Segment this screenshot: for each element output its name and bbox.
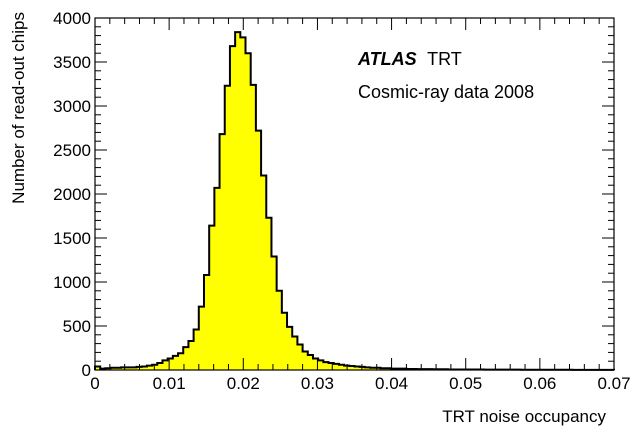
histogram-bin: [229, 46, 236, 370]
histogram-bin: [235, 32, 241, 370]
histogram-bin: [110, 367, 117, 370]
histogram-bin: [359, 366, 366, 370]
histogram-bin: [354, 366, 360, 370]
x-tick-label: 0.02: [227, 374, 260, 393]
x-tick-label: 0.07: [597, 374, 630, 393]
experiment-label: ATLAS: [357, 49, 417, 69]
histogram-bin: [261, 175, 267, 370]
histogram-bin: [375, 367, 381, 370]
histogram-bin: [318, 360, 324, 370]
detector-label: TRT: [427, 49, 462, 69]
y-tick-label: 4000: [53, 9, 91, 28]
y-tick-labels: 0 500 1000 1500 2000 2500 3000 3500 4000: [53, 9, 91, 380]
plot-frame: [94, 17, 615, 371]
y-axis-label: Number of read-out chips: [9, 12, 28, 204]
histogram-bin: [146, 365, 153, 370]
histogram-bin: [152, 364, 158, 370]
x-axis-label: TRT noise occupancy: [442, 407, 606, 426]
axis-ticks: [94, 17, 615, 371]
histogram-bin: [328, 362, 335, 370]
histogram-bin: [338, 364, 345, 370]
histogram-bin: [157, 362, 163, 370]
histogram-bin: [198, 306, 205, 370]
histogram-bin: [281, 312, 288, 370]
histogram-outline: [94, 31, 615, 371]
histogram-bin: [255, 130, 262, 370]
histogram-bin: [240, 37, 246, 371]
histogram-bin: [126, 367, 132, 370]
y-tick-label: 3500: [53, 53, 91, 72]
histogram-bin: [115, 367, 122, 370]
y-tick-label: 3000: [53, 97, 91, 116]
histogram-bin: [162, 360, 168, 370]
annotation-dataset: Cosmic-ray data 2008: [358, 82, 534, 102]
histogram-bin: [183, 347, 189, 370]
y-tick-label: 0: [82, 361, 91, 380]
histogram-bin: [209, 225, 215, 370]
histogram-bin: [271, 256, 277, 370]
histogram-bin: [292, 336, 298, 370]
histogram-bin: [172, 355, 179, 370]
histogram-bin: [95, 366, 101, 370]
histogram-bin: [178, 353, 184, 370]
y-tick-label: 1000: [53, 273, 91, 292]
histogram-bin: [193, 329, 200, 370]
histogram-bars: [95, 32, 615, 371]
histogram-bin: [203, 274, 210, 370]
histogram-bin: [245, 53, 251, 370]
x-tick-label: 0.01: [153, 374, 186, 393]
histogram-bin: [287, 326, 293, 370]
y-tick-label: 2500: [53, 141, 91, 160]
histogram-bin: [312, 358, 319, 370]
x-tick-label: 0.04: [375, 374, 408, 393]
x-tick-label: 0.03: [301, 374, 334, 393]
histogram-bin: [188, 340, 194, 370]
histogram-bin: [370, 367, 376, 370]
histogram-bin: [131, 367, 137, 370]
histogram-bin: [266, 217, 272, 370]
x-tick-label: 0.05: [449, 374, 482, 393]
histogram-bin: [349, 366, 355, 370]
x-tick-label: 0.06: [523, 374, 556, 393]
histogram-bin: [276, 290, 283, 370]
y-tick-label: 2000: [53, 185, 91, 204]
y-tick-label: 1500: [53, 229, 91, 248]
histogram-bin: [214, 187, 220, 370]
histogram-bin: [250, 84, 257, 370]
histogram-bin: [141, 366, 148, 370]
histogram-bin: [167, 358, 174, 370]
y-tick-label: 500: [63, 317, 91, 336]
histogram-bin: [364, 367, 371, 370]
x-tick-labels: 0 0.01 0.02 0.03 0.04 0.05 0.06 0.07: [90, 374, 630, 393]
histogram-bin: [219, 134, 226, 370]
histogram-bin: [302, 351, 309, 370]
histogram-bin: [333, 363, 340, 370]
annotation-line-1: ATLAS TRT: [357, 49, 462, 69]
histogram-bin: [323, 362, 329, 370]
histogram-bin: [297, 344, 303, 370]
histogram-bin: [224, 85, 231, 370]
histogram-bin: [307, 355, 314, 370]
x-tick-label: 0: [90, 374, 99, 393]
histogram-bin: [120, 367, 127, 370]
